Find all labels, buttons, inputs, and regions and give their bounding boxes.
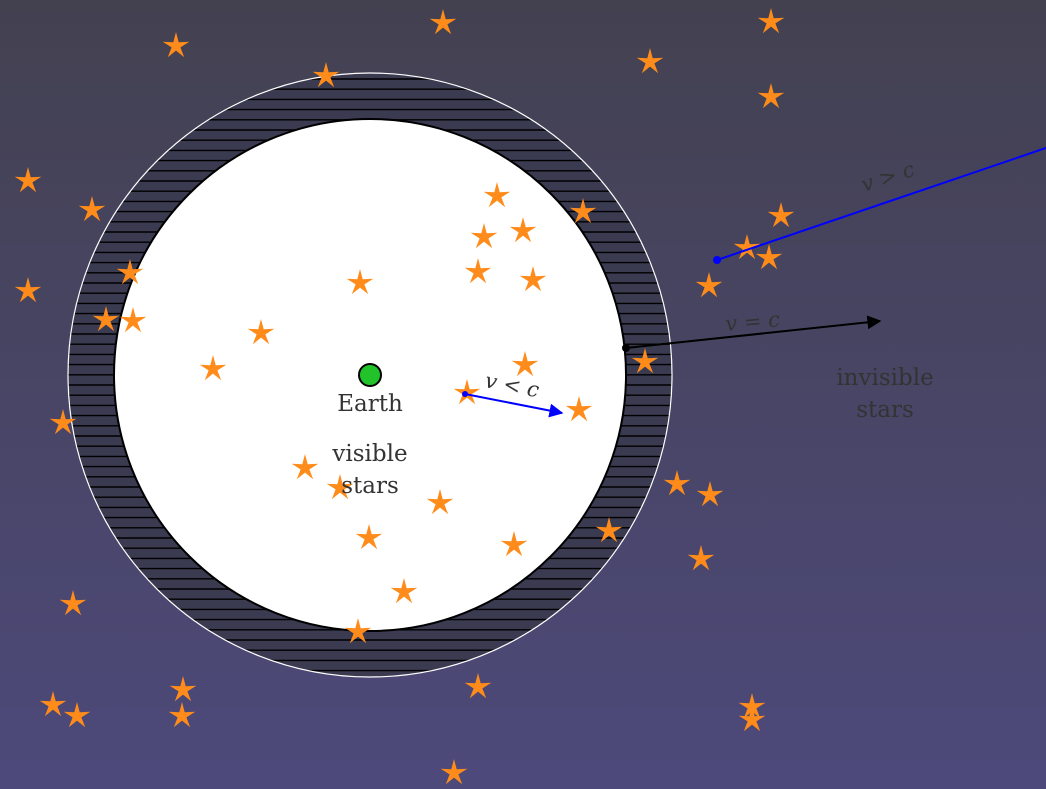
star-icon — [312, 62, 340, 88]
star-icon — [169, 676, 197, 702]
star-icon — [696, 481, 724, 507]
star-icon — [440, 759, 468, 785]
slow-velocity-arrow — [464, 393, 564, 418]
star-icon — [519, 266, 547, 292]
star-icon — [59, 590, 87, 616]
star-icon — [500, 531, 528, 557]
star-icon — [483, 182, 511, 208]
star-icon — [346, 269, 374, 295]
visible-stars-label-line1: visible — [331, 441, 407, 467]
star-icon — [453, 379, 481, 405]
star-icon — [119, 307, 147, 333]
visible-stars-label-line2: stars — [341, 473, 399, 499]
star-icon — [636, 48, 664, 74]
superluminal-star-origin — [713, 256, 721, 264]
star-icon — [39, 691, 67, 717]
star-icon — [509, 217, 537, 243]
star-icon — [429, 9, 457, 35]
star-icon — [49, 409, 77, 435]
star-icon — [326, 474, 354, 500]
star-icon — [767, 202, 795, 228]
star-icon — [511, 351, 539, 377]
star-icon — [755, 244, 783, 270]
star-icon — [631, 348, 659, 374]
star-icon — [569, 198, 597, 224]
star-icon — [738, 706, 766, 732]
star-icon — [344, 618, 372, 644]
star-icon — [92, 306, 120, 332]
star-icon — [168, 702, 196, 728]
star-icon — [14, 167, 42, 193]
star-icon — [565, 396, 593, 422]
star-icon — [595, 517, 623, 543]
star-icon — [78, 196, 106, 222]
star-icon — [247, 319, 275, 345]
v-equal-c-label: v = c — [724, 307, 781, 336]
star-icon — [116, 259, 144, 285]
star-icon — [757, 8, 785, 34]
light-speed-origin — [622, 344, 630, 352]
earth-icon — [358, 363, 382, 387]
star-icon — [757, 83, 785, 109]
earth-label: Earth — [337, 391, 403, 417]
star-icon — [464, 258, 492, 284]
star-icon — [733, 234, 761, 260]
star-icon — [291, 454, 319, 480]
star-icon — [390, 578, 418, 604]
star-field — [14, 8, 795, 785]
star-icon — [663, 470, 691, 496]
slow-star-origin — [462, 391, 468, 397]
star-icon — [464, 673, 492, 699]
star-icon — [14, 277, 42, 303]
superluminal-recession-line — [716, 147, 1046, 261]
star-icon — [426, 489, 454, 515]
star-icon — [695, 272, 723, 298]
star-icon — [470, 223, 498, 249]
star-icon — [199, 355, 227, 381]
star-icon — [162, 32, 190, 58]
light-speed-arrow — [625, 315, 882, 349]
star-icon — [63, 702, 91, 728]
invisible-stars-label-line1: invisible — [836, 365, 933, 391]
star-icon — [355, 524, 383, 550]
star-icon — [738, 693, 766, 719]
invisible-stars-label-line2: stars — [856, 397, 914, 423]
star-icon — [687, 545, 715, 571]
